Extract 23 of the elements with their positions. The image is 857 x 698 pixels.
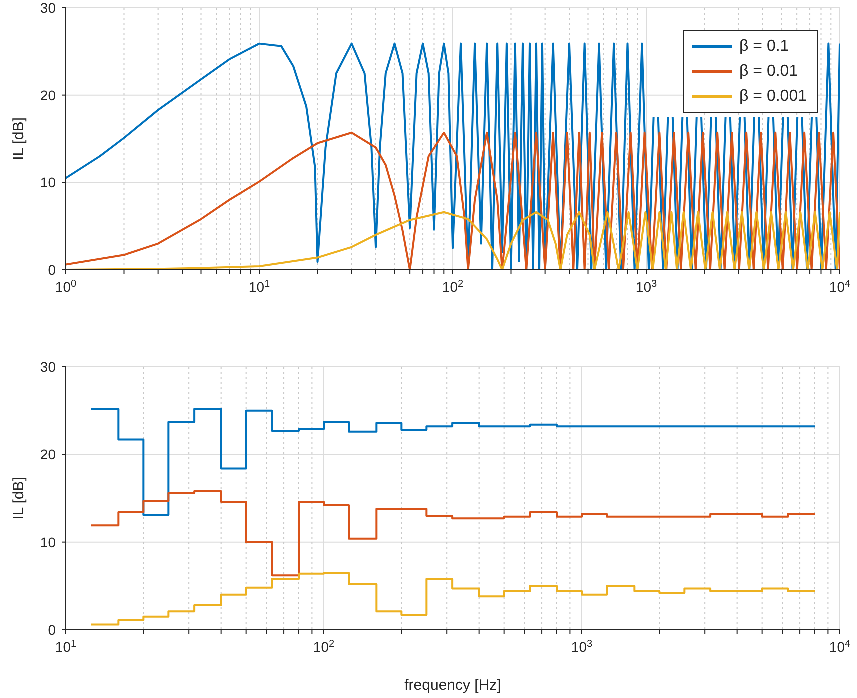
y-tick-label: 0	[48, 622, 56, 638]
x-axis-title: frequency [Hz]	[404, 677, 502, 694]
x-tick-label: 10$^{2}$	[442, 278, 464, 295]
y-tick-label: 10	[40, 174, 56, 191]
x-tick-label: 10$^{1}$	[55, 638, 77, 655]
x-tick-label: 10$^{4}$	[829, 278, 851, 295]
y-tick-label: 20	[40, 446, 56, 463]
x-tick-label: 10$^{3}$	[571, 638, 593, 655]
y-tick-label: 20	[40, 87, 56, 104]
legend-label: β = 0.01	[740, 62, 798, 82]
y-axis-title: IL [dB]	[10, 118, 28, 160]
x-tick-label: 10$^{2}$	[313, 638, 335, 655]
legend-label: β = 0.1	[740, 37, 790, 57]
legend-label: β = 0.001	[740, 87, 807, 107]
x-tick-label: 10$^{4}$	[829, 638, 851, 655]
y-tick-label: 30	[40, 0, 56, 16]
y-axis-title: IL [dB]	[10, 477, 28, 520]
y-tick-label: 0	[48, 262, 56, 278]
x-tick-label: 10$^{3}$	[636, 278, 658, 295]
y-tick-label: 30	[40, 359, 56, 375]
y-tick-label: 10	[40, 534, 56, 550]
x-tick-label: 10$^{1}$	[248, 278, 270, 295]
x-tick-label: 10$^{0}$	[55, 278, 77, 295]
